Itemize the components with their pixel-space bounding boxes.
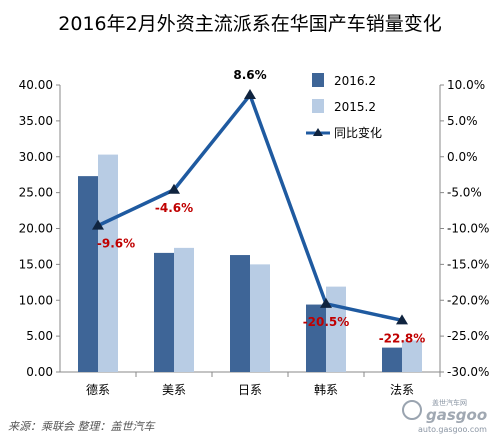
- yoy-marker: [320, 297, 332, 308]
- yoy-data-label: -22.8%: [379, 331, 426, 345]
- bar-2016.2: [154, 252, 174, 372]
- footer-source: 来源：乘联会 整理：盖世汽车: [8, 420, 156, 433]
- left-tick-label: 5.00: [26, 329, 53, 343]
- yoy-data-label: -4.6%: [155, 201, 193, 215]
- legend-triangle-marker: [313, 128, 323, 136]
- bar-2015.2: [174, 247, 194, 372]
- right-axis: -30.0% -25.0% -20.0% -15.0% -10.0% -5.0% 0.0% 5…: [439, 78, 489, 379]
- right-tick-label: -30.0%: [447, 365, 489, 379]
- watermark-logo-icon: [402, 400, 422, 420]
- bar-2016.2: [230, 255, 250, 372]
- left-tick-label: 15.00: [19, 257, 53, 271]
- left-tick-label: 30.00: [19, 150, 53, 164]
- left-tick-label: 35.00: [19, 114, 53, 128]
- right-tick-label: -5.0%: [447, 186, 482, 200]
- right-tick-label: -15.0%: [447, 257, 489, 271]
- x-axis: 德系 美系 日系 韩系 法系: [60, 371, 441, 397]
- watermark-text-cn: 盖世汽车网: [432, 398, 467, 407]
- legend-swatch-2015: [312, 99, 324, 113]
- legend-label-2015: 2015.2: [334, 100, 376, 114]
- right-tick-label: -20.0%: [447, 293, 489, 307]
- x-tick-label: 美系: [162, 383, 186, 397]
- yoy-marker: [168, 183, 180, 194]
- left-tick-label: 20.00: [19, 222, 53, 236]
- watermark-text-url: auto.gasgoo.com: [418, 425, 487, 434]
- line-series: [92, 89, 408, 325]
- yoy-data-label: -20.5%: [303, 315, 350, 329]
- bar-2015.2: [98, 154, 118, 372]
- bar-2016.2: [382, 347, 402, 372]
- bars: [78, 154, 422, 372]
- x-tick-label: 法系: [390, 383, 414, 397]
- right-tick-label: -10.0%: [447, 222, 489, 236]
- yoy-marker: [244, 89, 256, 100]
- watermark-text-brand: gasgoo: [426, 406, 487, 424]
- legend-swatch-2016: [312, 73, 324, 87]
- left-axis: 0.00 5.00 10.00 15.00 20.00 25.00 30.00 35.00 40…: [19, 78, 61, 379]
- yoy-marker: [92, 219, 104, 230]
- left-tick-label: 0.00: [26, 365, 53, 379]
- chart-title: 2016年2月外资主流派系在华国产车销量变化: [58, 13, 441, 35]
- left-tick-label: 10.00: [19, 293, 53, 307]
- bar-2016.2: [306, 304, 326, 372]
- legend: 2016.2 2015.2 同比变化: [306, 73, 382, 140]
- bar-2015.2: [250, 264, 270, 372]
- bar-2016.2: [78, 176, 98, 372]
- yoy-data-label: -9.6%: [97, 237, 135, 251]
- left-tick-label: 40.00: [19, 78, 53, 92]
- yoy-data-label: 8.6%: [233, 68, 266, 82]
- legend-label-yoy: 同比变化: [334, 125, 382, 140]
- data-labels: -9.6% -4.6% 8.6% -20.5% -22.8%: [97, 68, 425, 345]
- left-tick-label: 25.00: [19, 186, 53, 200]
- right-tick-label: 10.0%: [447, 78, 485, 92]
- legend-label-2016: 2016.2: [334, 74, 376, 88]
- yoy-marker: [396, 314, 408, 325]
- watermark: 盖世汽车网 gasgoo auto.gasgoo.com: [402, 398, 487, 434]
- bar-2015.2: [326, 286, 346, 372]
- x-tick-label: 德系: [86, 382, 110, 397]
- bar-2015.2: [402, 340, 422, 372]
- right-tick-label: -25.0%: [447, 329, 489, 343]
- right-tick-label: 0.0%: [447, 150, 478, 164]
- x-tick-label: 韩系: [314, 382, 338, 397]
- right-tick-label: 5.0%: [447, 114, 478, 128]
- x-tick-label: 日系: [238, 383, 262, 397]
